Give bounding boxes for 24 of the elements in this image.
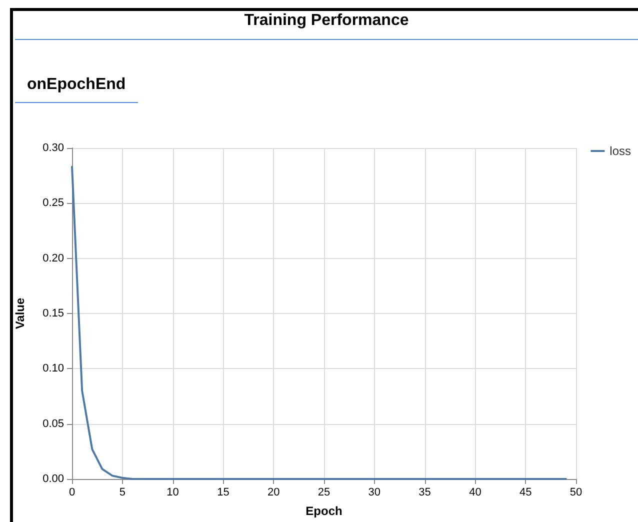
x-tick-label: 45	[519, 486, 532, 498]
x-tick-label: 50	[570, 486, 582, 498]
y-tick-label: 0.05	[42, 418, 64, 430]
y-tick-label: 0.10	[42, 362, 64, 375]
chart-subtitle: onEpochEnd	[15, 76, 138, 103]
y-tick-label: 0.30	[42, 142, 64, 154]
y-tick-label: 0.15	[42, 308, 64, 320]
x-tick-label: 20	[267, 486, 280, 498]
x-tick-label: 5	[119, 486, 126, 498]
x-tick-label: 15	[217, 486, 230, 498]
x-tick-label: 40	[469, 486, 482, 498]
x-tick-label: 30	[368, 486, 381, 498]
y-tick-label: 0.25	[42, 197, 64, 210]
x-axis-title: Epoch	[306, 504, 342, 518]
x-tick-label: 25	[318, 486, 330, 498]
y-tick-label: 0.00	[42, 473, 64, 485]
x-tick-label: 10	[166, 486, 179, 498]
chart-title: Training Performance	[15, 12, 638, 40]
legend-label: loss	[610, 144, 632, 158]
x-tick-label: 0	[68, 486, 76, 498]
y-tick-label: 0.20	[42, 252, 64, 264]
x-tick-label: 35	[418, 486, 431, 498]
line-series	[71, 166, 567, 480]
y-axis-title: Value	[13, 298, 27, 330]
